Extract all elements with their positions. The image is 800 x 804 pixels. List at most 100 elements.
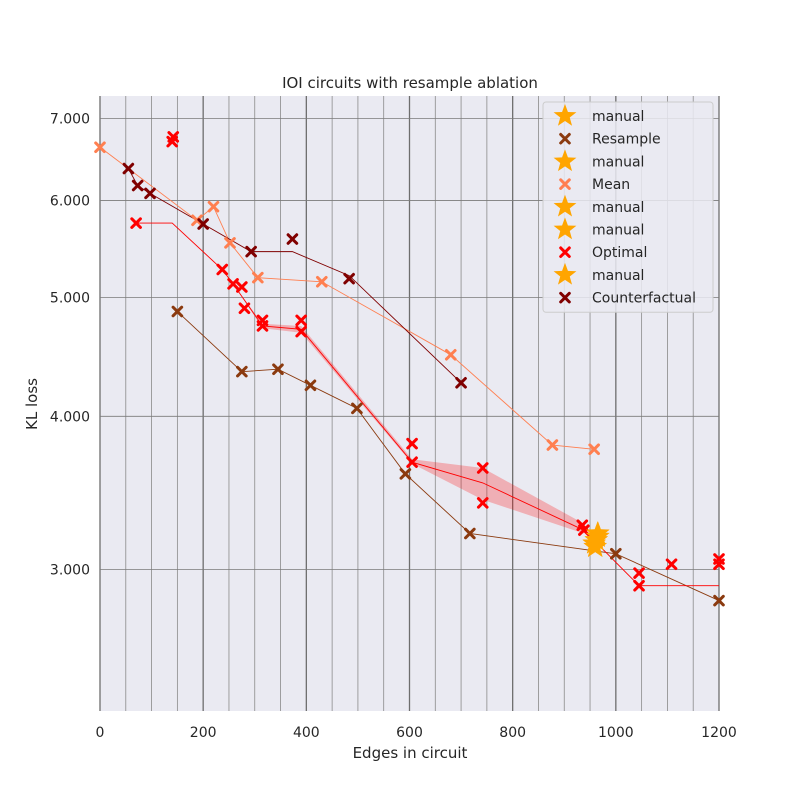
resample-point	[351, 402, 363, 415]
legend-star-marker	[553, 149, 577, 172]
mean-point	[588, 443, 600, 456]
x-mark-stroke	[406, 437, 418, 450]
legend-label: Counterfactual	[592, 291, 696, 307]
counterfactual-point	[197, 218, 209, 230]
x-mark-stroke	[286, 233, 299, 245]
x-tick-label: 400	[293, 725, 320, 741]
x-mark-stroke	[171, 305, 184, 318]
series-points	[94, 131, 725, 607]
x-axis-label: Edges in circuit	[353, 744, 468, 762]
legend-x-marker	[559, 291, 571, 304]
legend-entry: manual	[553, 217, 644, 240]
x-mark-stroke	[197, 218, 209, 230]
x-tick-label: 0	[96, 725, 105, 741]
y-axis-label: KL loss	[23, 378, 41, 430]
x-mark-stroke	[252, 271, 264, 284]
optimal-point	[167, 131, 180, 143]
counterfactual-point	[286, 233, 299, 245]
resample-point	[272, 363, 284, 376]
legend-label: manual	[592, 268, 644, 284]
legend-star-marker	[553, 194, 577, 217]
y-tick-label: 4.000	[50, 409, 90, 425]
resample-point	[171, 305, 184, 318]
optimal-point	[406, 456, 418, 468]
x-mark-stroke	[316, 275, 328, 288]
x-tick-label: 1000	[598, 725, 634, 741]
grid	[99, 96, 720, 711]
legend-label: Resample	[592, 132, 661, 148]
x-mark-stroke	[122, 162, 135, 175]
legend-star-marker	[553, 217, 577, 240]
optimal-point	[476, 462, 489, 474]
optimal-point	[713, 558, 725, 571]
x-mark-stroke	[399, 468, 412, 480]
x-mark-stroke	[295, 314, 307, 327]
legend-entry: Mean	[559, 177, 630, 193]
x-mark-stroke	[559, 178, 571, 190]
optimal-point	[633, 567, 645, 579]
legend-entry: manual	[553, 104, 644, 126]
x-mark-stroke	[207, 200, 220, 213]
x-mark-stroke	[559, 132, 571, 145]
y-tick-label: 3.000	[50, 563, 90, 579]
counterfactual-point	[245, 245, 257, 258]
optimal-point	[227, 278, 239, 290]
x-mark-stroke	[576, 519, 589, 532]
y-axis-ticks: 3.000 4.000 5.000 6.000 7.000	[50, 111, 90, 578]
mean-point	[191, 214, 203, 227]
x-mark-stroke	[131, 179, 144, 192]
y-tick-label: 5.000	[50, 291, 90, 307]
x-mark-stroke	[256, 320, 269, 332]
optimal-point	[295, 314, 307, 327]
mean-point	[444, 348, 457, 361]
x-mark-stroke	[713, 594, 725, 607]
x-mark-stroke	[236, 365, 248, 378]
legend-x-marker	[559, 132, 571, 145]
legend-label: manual	[592, 200, 644, 216]
mean-point	[252, 271, 264, 284]
resample-point	[610, 547, 622, 560]
x-mark-stroke	[191, 214, 203, 227]
x-mark-stroke	[665, 558, 678, 571]
x-mark-stroke	[167, 131, 180, 143]
counterfactual-point	[144, 187, 156, 200]
x-mark-stroke	[476, 497, 489, 509]
x-tick-label: 1200	[701, 725, 737, 741]
x-mark-stroke	[464, 527, 476, 540]
mean-point	[224, 237, 236, 249]
x-mark-stroke	[130, 217, 142, 229]
resample-point	[713, 594, 725, 607]
legend-x-marker	[559, 246, 571, 258]
counterfactual-point	[122, 162, 135, 175]
legend-label: Optimal	[592, 245, 647, 261]
x-mark-stroke	[476, 462, 489, 474]
legend-entry: manual	[553, 149, 644, 172]
legend-label: manual	[592, 154, 644, 170]
y-tick-label: 7.000	[50, 111, 90, 127]
optimal-point	[130, 217, 142, 229]
mean-point	[207, 200, 220, 213]
x-mark-stroke	[216, 263, 229, 276]
x-mark-stroke	[144, 187, 156, 200]
mean-point	[546, 439, 559, 451]
resample-point	[399, 468, 412, 480]
x-mark-stroke	[343, 272, 355, 285]
x-mark-stroke	[295, 325, 307, 338]
x-mark-stroke	[406, 456, 418, 468]
legend-entry: manual	[553, 194, 644, 217]
x-mark-stroke	[546, 439, 559, 451]
optimal-point	[256, 320, 269, 332]
x-tick-label: 200	[190, 725, 217, 741]
x-mark-stroke	[236, 281, 248, 293]
optimal-point	[236, 281, 248, 293]
optimal-point	[216, 263, 229, 276]
legend-box	[542, 101, 714, 313]
x-mark-stroke	[444, 348, 457, 361]
x-mark-stroke	[238, 302, 251, 315]
mean-point	[316, 275, 328, 288]
legend-x-marker	[559, 178, 571, 190]
x-mark-stroke	[245, 245, 257, 258]
counterfactual-point	[455, 376, 467, 389]
